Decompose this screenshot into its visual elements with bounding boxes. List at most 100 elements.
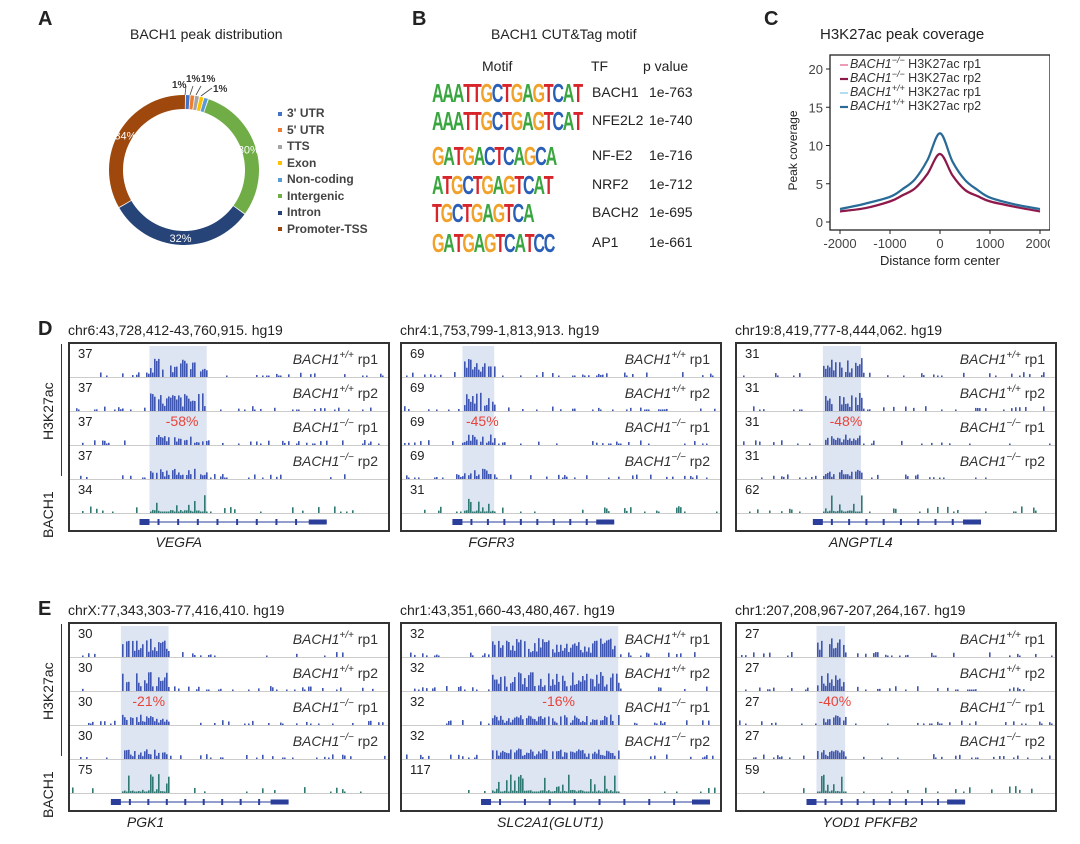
motif-pvalue: 1e-763	[649, 84, 693, 100]
motif-base-g: G	[492, 198, 506, 228]
motif-base-t: T	[471, 78, 482, 108]
donut-slice-intergenic	[204, 99, 259, 214]
track-sample-label: BACH1−/− rp2	[960, 452, 1045, 469]
donut-leader-line	[195, 85, 202, 96]
motif-base-c: C	[491, 78, 504, 108]
motif-row: ATGCTGAGTCAT NRF2 1e-712	[430, 172, 720, 200]
legend-item-non-coding: Non-coding	[278, 172, 354, 186]
motif-table: AAATTGCTGAGTCAT BACH1 1e-763 AAATTGCTGAGTCA…	[430, 80, 720, 270]
locus-coordinate: chr1:43,351,660-43,480,467. hg19	[400, 602, 615, 618]
legend-entry: BACH1+/+ H3K27ac rp1	[850, 83, 981, 99]
motif-base-c: C	[512, 198, 525, 228]
donut-legend: 3' UTR 5' UTR TTS Exon Non-coding Intergenic I…	[278, 106, 398, 256]
track-scale-label: 32	[410, 660, 424, 675]
h3k27ac-signal	[761, 469, 987, 479]
track-scale-label: 30	[78, 694, 92, 709]
motif-header-motif: Motif	[482, 58, 513, 74]
motif-base-g: G	[462, 141, 475, 171]
motif-base-a: A	[522, 198, 535, 228]
locus-coordinate: chr19:8,419,777-8,444,062. hg19	[735, 322, 943, 338]
bach1-signal	[749, 495, 1037, 513]
bach1-signal	[82, 495, 354, 513]
motif-base-g: G	[532, 106, 545, 136]
track-sample-label: BACH1−/− rp1	[625, 418, 710, 435]
track-sample-label: BACH1−/− rp1	[960, 418, 1045, 435]
track-canvas: 30 BACH1+/+ rp1 30 BACH1+/+ rp2 30 BACH1−/− r…	[70, 626, 388, 805]
motif-base-a: A	[522, 106, 534, 136]
motif-base-t: T	[442, 170, 452, 200]
signal-change-percent: -40%	[818, 693, 851, 709]
track-scale-label: 30	[78, 626, 92, 641]
bach1-side-label: BACH1	[40, 771, 56, 818]
motif-base-t: T	[494, 141, 504, 171]
motif-base-a: A	[443, 228, 455, 258]
motif-base-c: C	[552, 106, 564, 136]
legend-item-tts: TTS	[278, 139, 310, 153]
motif-base-t: T	[463, 78, 473, 108]
gene-model	[139, 519, 327, 525]
donut-slice-label: 30%	[238, 144, 260, 156]
legend-swatch	[278, 144, 282, 149]
motif-logo: AAATTGCTGAGTCAT	[432, 78, 583, 108]
motif-base-g: G	[481, 170, 494, 200]
track-sample-label: BACH1+/+ rp2	[293, 664, 378, 681]
gene-name-label: VEGFA	[155, 534, 202, 550]
gene-model	[452, 519, 615, 525]
donut-leader-line	[184, 85, 187, 96]
motif-pvalue: 1e-661	[649, 234, 693, 250]
donut-slice-exon	[196, 96, 204, 112]
motif-base-t: T	[471, 106, 482, 136]
motif-base-a: A	[473, 228, 486, 258]
locus-coordinate: chr1:207,208,967-207,264,167. hg19	[735, 602, 966, 618]
legend-item-intron: Intron	[278, 205, 321, 219]
motif-base-t: T	[573, 78, 583, 108]
x-tick-label: -2000	[823, 236, 856, 251]
motif-base-a: A	[442, 106, 454, 136]
y-tick-label: 0	[816, 215, 823, 230]
motif-row: AAATTGCTGAGTCAT BACH1 1e-763	[430, 80, 720, 108]
track-scale-label: 31	[745, 346, 759, 361]
track-scale-label: 37	[78, 414, 92, 429]
h3k27ac-signal	[404, 392, 716, 411]
motif-header-pvalue: p value	[643, 58, 689, 74]
legend-label: TTS	[287, 139, 310, 153]
y-tick-label: 15	[809, 100, 823, 115]
legend-entry: BACH1−/− H3K27ac rp2	[850, 69, 981, 85]
donut-slice-intron	[119, 200, 245, 246]
track-scale-label: 31	[410, 482, 424, 497]
signal-change-percent: -48%	[830, 413, 863, 429]
track-sample-label: BACH1+/+ rp2	[625, 384, 710, 401]
motif-row: GATGACTCAGCA NF-E2 1e-716	[430, 143, 720, 171]
motif-tf: NF-E2	[592, 147, 633, 163]
h3k27ac-signal	[446, 714, 710, 725]
donut-small-slice-label: 1%	[213, 84, 228, 95]
motif-base-a: A	[492, 170, 505, 200]
track-sample-label: BACH1−/− rp1	[960, 698, 1045, 715]
legend-label: Promoter-TSS	[287, 221, 368, 236]
motif-pvalue: 1e-740	[649, 112, 693, 128]
genome-browser-tracks: 31 BACH1+/+ rp1 31 BACH1+/+ rp2 31 BACH1−/− r…	[735, 342, 1057, 532]
motif-logo: AAATTGCTGAGTCAT	[432, 106, 583, 136]
panel-b-letter: B	[412, 8, 427, 30]
legend-item-promoter-tss: Promoter-TSS	[278, 222, 368, 236]
legend-label: Non-coding	[287, 172, 354, 186]
motif-base-t: T	[462, 198, 472, 228]
motif-pvalue: 1e-716	[649, 147, 693, 163]
motif-base-t: T	[502, 78, 512, 108]
h3k27ac-signal	[80, 749, 386, 759]
h3k27ac-signal	[406, 359, 714, 377]
track-scale-label: 117	[410, 762, 431, 777]
h3k27ac-signal	[82, 638, 344, 657]
signal-change-percent: -16%	[542, 693, 575, 709]
track-scale-label: 27	[745, 694, 759, 709]
motif-base-g: G	[451, 170, 464, 200]
gene-name-label: ANGPTL4	[828, 534, 893, 550]
h3k27ac-signal	[743, 358, 1045, 377]
motif-base-c: C	[552, 78, 564, 108]
h3k27ac-coverage-line-chart: 0 5 10 15 20 -2000 -1000 0 1000 2000 Distance form…	[786, 54, 1050, 268]
h3k27ac-signal	[414, 672, 708, 691]
y-tick-label: 10	[809, 139, 823, 154]
motif-base-c: C	[484, 141, 496, 171]
track-sample-label: BACH1−/− rp2	[625, 732, 710, 749]
motif-base-c: C	[491, 106, 504, 136]
